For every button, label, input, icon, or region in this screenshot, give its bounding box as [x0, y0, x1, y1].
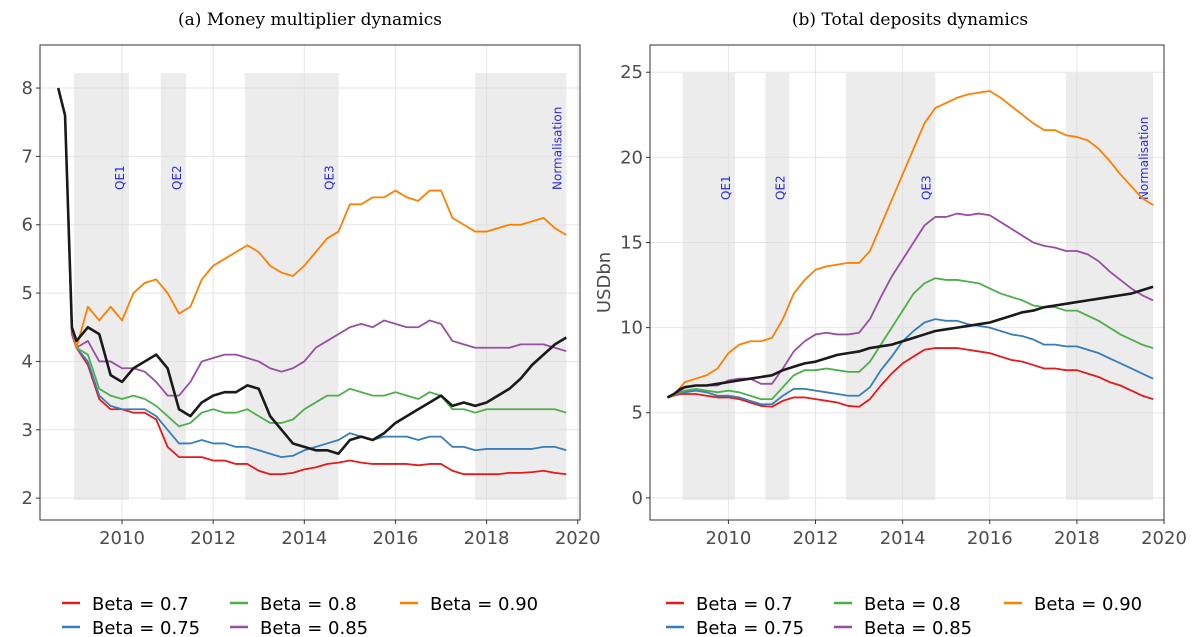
series-line	[57, 87, 567, 349]
y-axis-label: USDbn	[594, 252, 615, 313]
y-tick-label: 3	[22, 420, 33, 441]
y-tick-label: 6	[22, 215, 33, 236]
legend-label: Beta = 0.8	[260, 594, 357, 615]
legend-label: Beta = 0.7	[696, 594, 793, 615]
shaded-region	[682, 73, 735, 500]
chart-title: (b) Total deposits dynamics	[792, 10, 1028, 30]
x-tick-label: 2020	[1141, 528, 1187, 549]
x-tick-label: 2018	[1054, 528, 1100, 549]
legend-label: Beta = 0.85	[260, 618, 368, 637]
region-label: QE3	[322, 165, 336, 190]
panel: QE1 QE2 QE3 Normalisation 0 5 10 15 20 25 2010 2012…	[594, 10, 1187, 637]
shaded-region	[475, 73, 567, 500]
chart-title: (a) Money multiplier dynamics	[178, 10, 442, 30]
legend-label: Beta = 0.8	[864, 594, 961, 615]
y-tick-label: 7	[22, 146, 33, 167]
legend-label: Beta = 0.7	[92, 594, 189, 615]
x-tick-label: 2012	[190, 528, 236, 549]
x-tick-label: 2012	[793, 528, 839, 549]
legend-label: Beta = 0.75	[696, 618, 804, 637]
series-line	[666, 285, 1154, 399]
x-tick-label: 2014	[281, 528, 327, 549]
x-tick-label: 2020	[555, 528, 601, 549]
y-tick-label: 20	[620, 147, 643, 168]
series-line	[56, 87, 567, 456]
series-line	[57, 87, 567, 476]
y-tick-label: 15	[620, 232, 643, 253]
legend-label: Beta = 0.85	[864, 618, 972, 637]
y-tick-label: 5	[22, 283, 33, 304]
series-line	[667, 277, 1154, 401]
series-line	[667, 212, 1154, 399]
series-line	[57, 87, 567, 459]
y-tick-label: 5	[632, 403, 643, 424]
region-label: QE2	[170, 165, 184, 190]
region-label: QE1	[719, 175, 733, 200]
series-line	[57, 87, 567, 397]
panel: QE1 QE2 QE3 Normalisation 2 3 4 5 6 7 8 2010 2012 201…	[22, 10, 601, 637]
legend-label: Beta = 0.75	[92, 618, 200, 637]
shaded-region	[765, 73, 790, 500]
region-label: QE3	[919, 175, 933, 200]
region-label: Normalisation	[1137, 117, 1151, 200]
y-tick-label: 8	[22, 78, 33, 99]
region-label: Normalisation	[550, 107, 564, 190]
shaded-region	[245, 73, 339, 500]
series-line	[57, 87, 567, 428]
plot-border	[39, 44, 581, 521]
region-label: QE2	[773, 175, 787, 200]
y-tick-label: 10	[620, 318, 643, 339]
x-tick-label: 2018	[464, 528, 510, 549]
y-tick-label: 2	[22, 488, 33, 509]
shaded-region	[160, 73, 186, 500]
x-tick-label: 2014	[880, 528, 926, 549]
legend-label: Beta = 0.90	[430, 594, 538, 615]
legend-label: Beta = 0.90	[1034, 594, 1142, 615]
y-tick-label: 0	[632, 488, 643, 509]
shaded-region	[1065, 73, 1154, 500]
y-tick-label: 25	[620, 62, 643, 83]
x-tick-label: 2010	[99, 528, 145, 549]
x-tick-label: 2010	[706, 528, 752, 549]
plot-border	[649, 44, 1165, 521]
series-line	[667, 347, 1154, 408]
y-tick-label: 4	[22, 351, 33, 372]
x-tick-label: 2016	[967, 528, 1013, 549]
region-label: QE1	[113, 165, 127, 190]
shaded-region	[74, 73, 129, 500]
x-tick-label: 2016	[373, 528, 419, 549]
series-line	[667, 90, 1154, 399]
